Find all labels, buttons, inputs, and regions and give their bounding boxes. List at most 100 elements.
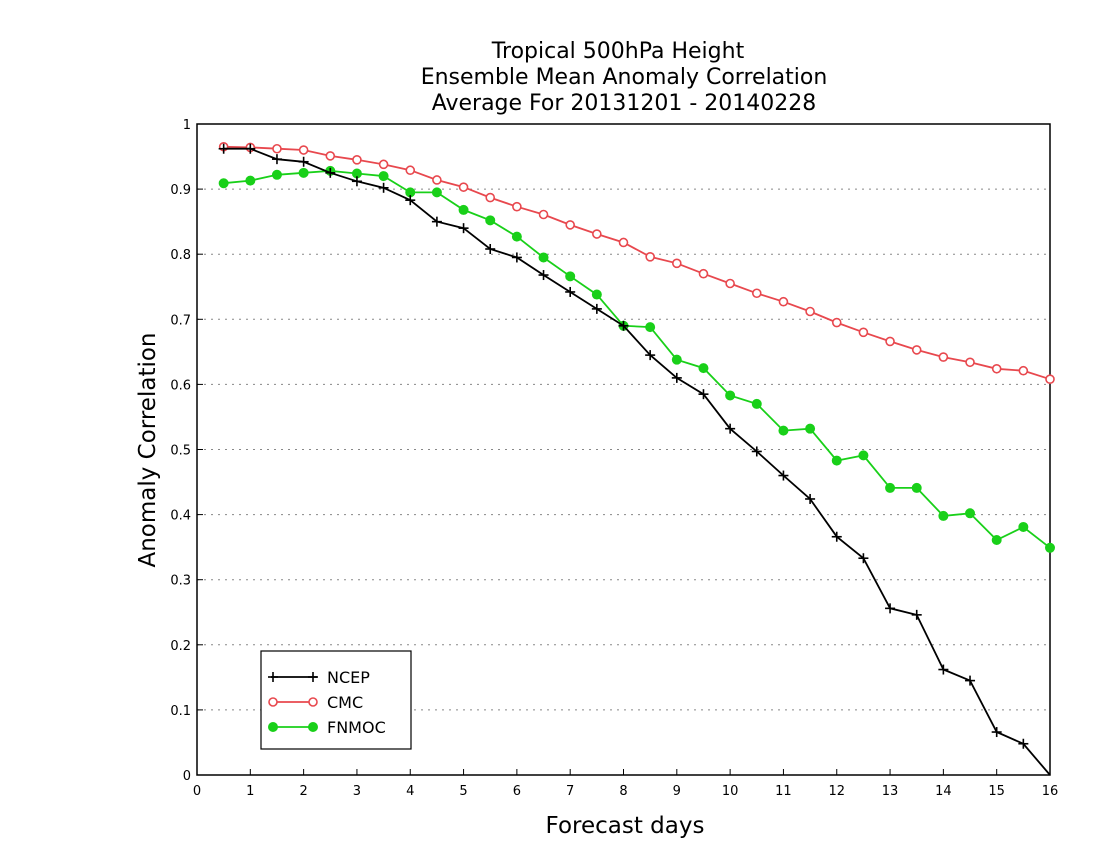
legend-label: NCEP [327,668,370,687]
ncep-point [831,531,842,542]
y-tick-label: 0.8 [170,248,191,263]
ncep-point [591,303,602,314]
fnmoc-point [271,169,282,180]
cmc-point [432,175,442,185]
legend-box [260,650,412,750]
x-tick-label: 9 [673,784,681,799]
fnmoc-point [458,204,469,215]
cmc-point [1018,365,1029,376]
legend-item-cmc: CMC [268,693,363,712]
cmc-point [751,288,762,299]
x-tick-label: 5 [459,784,467,799]
series-layer [218,141,1055,776]
cmc-point [308,697,318,707]
ncep-point [991,727,1002,738]
ncep-point [698,389,709,400]
cmc-point [938,352,949,362]
fnmoc-point [268,722,278,732]
x-tick-label: 15 [988,784,1005,799]
cmc-point [911,345,922,355]
cmc-point [858,327,869,338]
ncep-point [1018,738,1029,749]
fnmoc-point [778,425,789,436]
ncep-point [805,493,816,504]
x-tick-label: 6 [513,784,521,799]
fnmoc-point [218,178,229,189]
x-tick-label: 3 [353,784,361,799]
ncep-point [645,350,656,361]
x-tick-label: 12 [828,784,845,799]
cmc-point [538,209,549,220]
fnmoc-point [485,215,496,226]
fnmoc-point [591,289,602,300]
fnmoc-point [885,482,896,493]
cmc-point [512,201,522,212]
ncep-point [218,143,229,154]
cmc-point [672,258,682,269]
cmc-point [618,237,629,248]
series-ncep [218,143,1051,776]
ncep-point [938,664,949,675]
cmc-line [223,145,1051,381]
ncep-line [223,147,1051,776]
y-tick-label: 0.7 [170,313,191,328]
fnmoc-point [1018,521,1029,532]
ncep-point [751,446,762,457]
x-tick-label: 16 [1042,784,1059,799]
cmc-point [885,336,895,347]
x-axis-title: Forecast days [546,813,705,839]
ncep-point [351,176,362,187]
cmc-point [458,182,469,192]
x-tick-label: 14 [935,784,952,799]
y-tick-label: 0.1 [170,704,191,719]
fnmoc-point [245,175,256,186]
ncep-point [618,320,629,331]
cmc-point [965,357,975,368]
cmc-point [1045,374,1055,384]
x-tick-label: 1 [246,784,254,799]
fnmoc-point [831,455,842,466]
ncep-point [858,553,869,564]
cmc-point [405,165,416,176]
fnmoc-point [511,231,522,242]
fnmoc-point [858,450,869,461]
series-cmc [218,141,1055,384]
x-tick-label: 4 [406,784,414,799]
fnmoc-point [565,271,576,282]
title-line-1: Tropical 500hPa Height [491,39,745,64]
gridlines [197,188,1050,711]
cmc-point [698,268,709,279]
fnmoc-point [298,167,309,178]
cmc-point [592,229,602,239]
fnmoc-point [991,534,1002,545]
fnmoc-point [751,398,762,409]
cmc-point [325,151,336,161]
fnmoc-point [538,252,549,263]
x-tick-label: 2 [299,784,307,799]
ncep-point [885,603,896,614]
ncep-point [511,252,522,263]
cmc-point [272,143,282,154]
ncep-point [405,195,416,206]
legend: NCEP CMC FNMOC [260,650,412,750]
cmc-point [645,252,655,262]
title-line-3: Average For 20131201 - 20140228 [432,91,817,116]
cmc-point [352,155,362,165]
cmc-point [268,697,278,707]
legend-label: CMC [327,693,363,712]
fnmoc-point [805,423,816,434]
y-tick-label: 0.3 [170,574,191,589]
chart-title: Tropical 500hPa Height Ensemble Mean Ano… [421,39,828,116]
y-tick-label: 0.4 [170,509,191,524]
fnmoc-line [223,169,1051,549]
cmc-point [378,159,389,170]
fnmoc-point [308,722,318,732]
ncep-point [431,216,442,227]
y-axis-title: Anomaly Correlation [135,332,161,567]
y-axis: 0 0.1 0.2 0.3 0.4 0.5 0.6 0.7 0.8 0.9 1 [170,118,203,784]
ncep-point [298,156,309,167]
fnmoc-point [965,508,976,519]
legend-label: FNMOC [327,718,386,737]
ncep-point [911,609,922,620]
fnmoc-point [911,482,922,493]
